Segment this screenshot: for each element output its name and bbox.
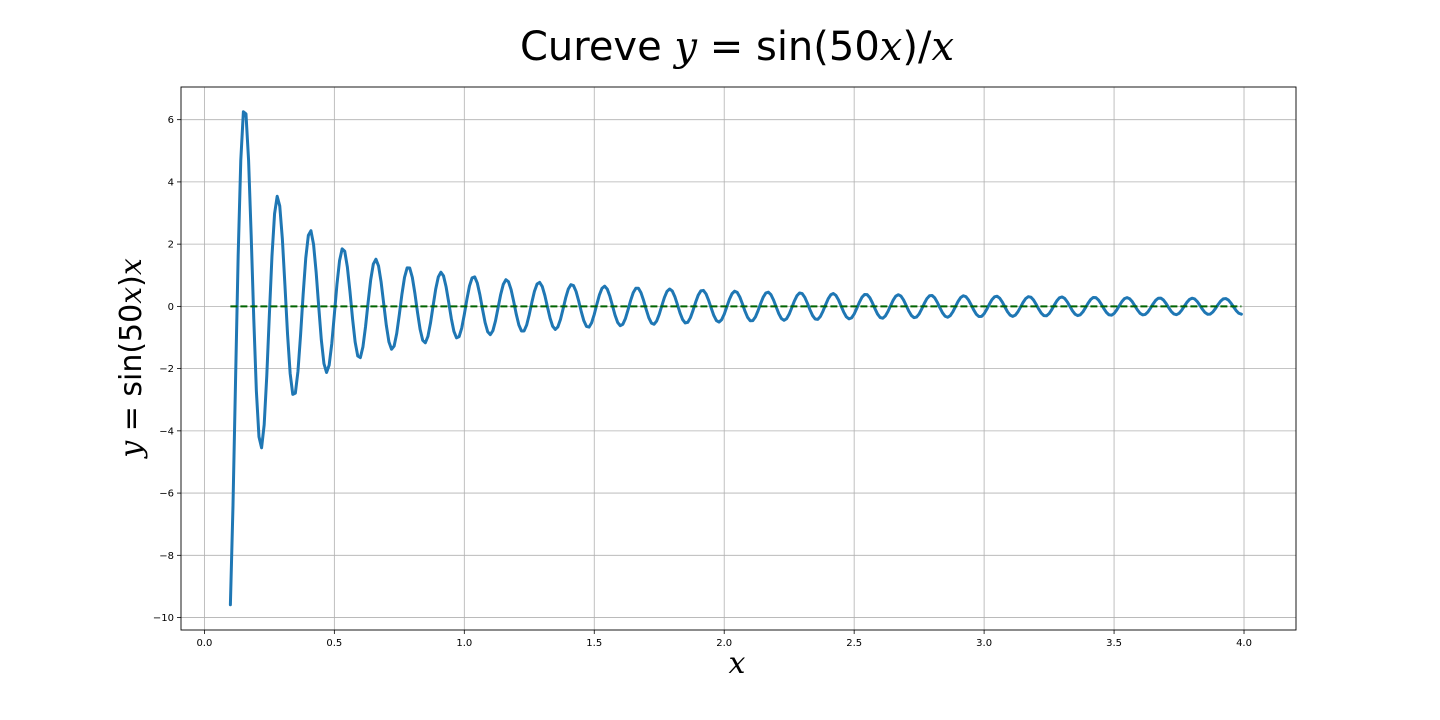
y-tick-label: 6 xyxy=(168,115,174,126)
y-tick-label: −6 xyxy=(159,489,174,500)
y-tick-label: 4 xyxy=(168,177,174,188)
grid xyxy=(181,87,1296,630)
x-tick-label: 0.5 xyxy=(326,638,342,649)
y-tick-label: −8 xyxy=(159,551,174,562)
y-tick-label: −2 xyxy=(159,364,174,375)
x-tick-label: 3.5 xyxy=(1106,638,1122,649)
x-tick-label: 2.0 xyxy=(716,638,732,649)
x-tick-label: 1.0 xyxy=(456,638,472,649)
x-tick-label: 0.0 xyxy=(196,638,212,649)
x-axis-ticks: 0.0 0.5 1.0 1.5 2.0 2.5 3.0 3.5 4.0 xyxy=(196,630,1252,649)
axes-frame xyxy=(180,86,1297,631)
plot-area xyxy=(181,87,1296,630)
series-curve-line xyxy=(228,110,1243,607)
x-tick-label: 3.0 xyxy=(976,638,992,649)
y-axis-label: y = sin(50x)x xyxy=(114,258,149,460)
x-axis-label: x xyxy=(729,646,746,681)
y-tick-label: −4 xyxy=(159,426,174,437)
x-tick-label: 4.0 xyxy=(1236,638,1252,649)
y-axis-ticks: −10 −8 −6 −4 −2 0 2 4 6 xyxy=(153,115,181,624)
chart-title: Cureve y = sin(50x)/x xyxy=(520,24,954,70)
y-tick-label: −10 xyxy=(153,613,174,624)
y-tick-label: 0 xyxy=(168,302,174,313)
y-tick-label: 2 xyxy=(168,240,174,251)
x-tick-label: 1.5 xyxy=(586,638,602,649)
series-layer xyxy=(228,110,1243,607)
x-tick-label: 2.5 xyxy=(846,638,862,649)
